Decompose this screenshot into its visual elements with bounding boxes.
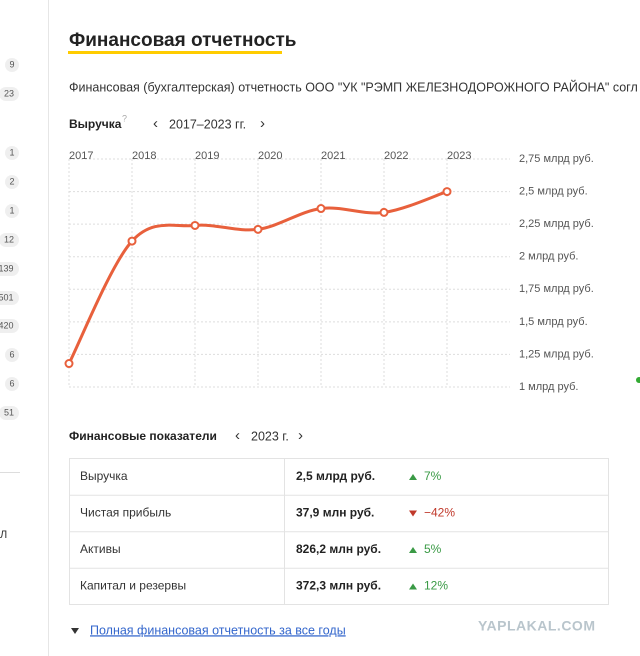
trend-arrow: [409, 474, 417, 480]
count-label: 139: [0, 263, 14, 273]
point: [253, 224, 263, 234]
count-badge: [0, 291, 19, 305]
row-change: 7%: [424, 469, 442, 483]
count-badge: [5, 58, 19, 72]
prev-button[interactable]: ‹: [153, 115, 158, 132]
count-label: 12: [4, 234, 14, 244]
point: [316, 204, 326, 214]
count-label: 6: [9, 349, 14, 359]
count-badge: [5, 175, 19, 189]
row-label: Капитал и резервы: [80, 579, 186, 593]
row-change: −42%: [424, 506, 455, 520]
count-badge: [5, 146, 19, 160]
row-value: 372,3 млн руб.: [296, 579, 381, 593]
x-tick-label: 2020: [258, 150, 282, 162]
x-tick-label: 2022: [384, 150, 408, 162]
indicators-title: Финансовые показатели: [69, 429, 217, 443]
count-badge: [0, 262, 19, 276]
x-tick-label: 2021: [321, 150, 345, 162]
title-underline: [68, 51, 282, 54]
count-label: 51: [4, 407, 14, 417]
x-tick-label: 2018: [132, 150, 156, 162]
x-tick-label: 2023: [447, 150, 471, 162]
count-badge: [0, 87, 19, 101]
count-label: 2: [9, 176, 14, 186]
count-label: 9: [9, 59, 14, 69]
count-badge: [0, 319, 19, 333]
trend-arrow: [409, 510, 417, 517]
count-badge: [0, 406, 19, 420]
y-tick-label: 2 млрд руб.: [519, 251, 578, 263]
row-change: 12%: [424, 579, 448, 593]
row-value: 2,5 млрд руб.: [296, 469, 375, 483]
count-badge: [0, 233, 19, 247]
point: [190, 220, 200, 230]
count-label: 420: [0, 320, 14, 330]
y-tick-label: 1,75 млрд руб.: [519, 283, 594, 295]
page-title: Финансовая отчетность: [69, 30, 296, 51]
y-tick-label: 2,5 млрд руб.: [519, 185, 588, 197]
row-change: 5%: [424, 542, 442, 556]
count-label: 23: [4, 88, 14, 98]
point: [64, 359, 74, 369]
watermark: YAPLAKAL.COM: [478, 618, 596, 634]
trend-arrow: [409, 583, 417, 590]
subtitle: Финансовая (бухгалтерская) отчетность ОО…: [69, 79, 638, 94]
x-tick-label: 2019: [195, 150, 219, 162]
count-badge: [5, 377, 19, 391]
y-tick-label: 2,25 млрд руб.: [519, 218, 594, 230]
y-tick-label: 1 млрд руб.: [519, 381, 578, 393]
count-label: 501: [0, 292, 14, 302]
chart-period: 2017–2023 гг.: [169, 117, 246, 131]
count-label: 6: [9, 378, 14, 388]
expand-icon[interactable]: [71, 628, 79, 634]
count-badge: [5, 204, 19, 218]
row-label: Активы: [80, 542, 121, 556]
indicators-period: 2023 г.: [251, 429, 289, 443]
next-button[interactable]: ›: [298, 427, 303, 444]
next-button[interactable]: ›: [260, 115, 265, 132]
count-label: 1: [9, 205, 14, 215]
point: [379, 207, 389, 217]
sidebar-partial: Л: [0, 529, 7, 541]
y-tick-label: 1,25 млрд руб.: [519, 348, 594, 360]
x-tick-label: 2017: [69, 150, 93, 162]
trend-arrow: [409, 547, 417, 553]
y-tick-label: 1,5 млрд руб.: [519, 316, 588, 328]
row-value: 826,2 млн руб.: [296, 542, 381, 556]
indicator-dot: [636, 377, 640, 383]
help-icon[interactable]: ?: [122, 113, 127, 123]
point: [127, 236, 137, 246]
count-label: 1: [9, 147, 14, 157]
point: [442, 187, 452, 197]
row-value: 37,9 млн руб.: [296, 506, 374, 520]
prev-button[interactable]: ‹: [235, 427, 240, 444]
row-label: Выручка: [80, 469, 128, 483]
count-badge: [5, 348, 19, 362]
row-label: Чистая прибыль: [80, 506, 171, 520]
full-report-link[interactable]: Полная финансовая отчетность за все годы: [90, 623, 346, 637]
y-tick-label: 2,75 млрд руб.: [519, 153, 594, 165]
chart-title: Выручка: [69, 117, 122, 131]
